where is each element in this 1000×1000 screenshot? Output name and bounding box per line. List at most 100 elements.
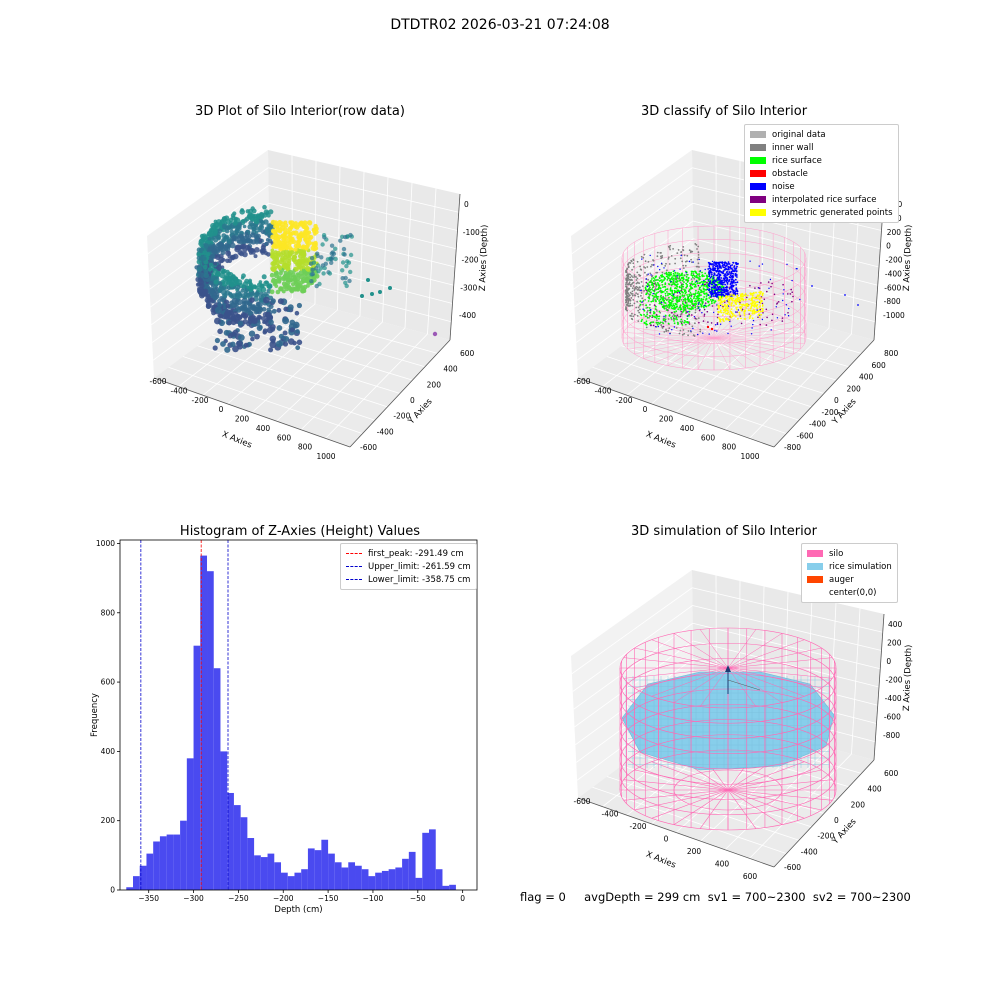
wire-line [713, 337, 761, 366]
rice-surface-point [653, 278, 656, 280]
data-point [253, 254, 258, 259]
x-tick-label: −300 [183, 894, 204, 903]
noise-point [761, 318, 764, 321]
data-point [265, 238, 270, 242]
noise-point [726, 300, 728, 302]
interpolated-point [761, 302, 764, 305]
y-tick-label: 600 [101, 678, 116, 687]
data-point [241, 273, 246, 279]
symmetric-point [738, 311, 741, 314]
data-point [272, 256, 277, 262]
data-point [266, 326, 274, 334]
histogram-bar [301, 869, 308, 890]
inner-wall-point [692, 334, 695, 336]
rice-surface-point [703, 285, 706, 287]
data-point [294, 267, 299, 272]
inner-wall-point [646, 311, 648, 314]
inner-wall-point [667, 329, 670, 332]
rice-surface-point [658, 317, 660, 320]
data-point [262, 328, 268, 334]
rice-surface-point [692, 303, 695, 305]
inner-wall-point [640, 269, 643, 271]
rice-surface-point [686, 284, 688, 286]
noise-point [709, 270, 712, 273]
interpolated-point [791, 300, 793, 303]
noise-point [717, 293, 720, 296]
rice-surface-point [649, 291, 652, 294]
interpolated-point [649, 311, 651, 314]
inner-wall-point [682, 264, 685, 267]
symmetric-point [743, 294, 746, 297]
rice-surface-point [691, 300, 694, 303]
data-point [306, 267, 311, 272]
rice-surface-point [688, 288, 691, 291]
symmetric-point [730, 316, 733, 319]
legend-line [346, 553, 362, 554]
noise-point [671, 329, 673, 331]
noise-point [782, 299, 784, 302]
noise-point [719, 323, 722, 325]
rice-surface-point [683, 294, 686, 297]
data-point [217, 302, 223, 308]
noise-point [715, 263, 718, 266]
grid-line [382, 177, 389, 323]
rice-surface-point [683, 319, 686, 322]
data-point [310, 267, 315, 272]
data-point [264, 241, 269, 247]
symmetric-point [725, 297, 727, 299]
rice-surface-point [650, 281, 653, 284]
symmetric-point [739, 299, 742, 302]
noise-point [657, 325, 659, 328]
noise-point [708, 273, 711, 276]
rice-surface-point [686, 321, 689, 324]
noise-point [730, 280, 733, 283]
rice-surface-point [670, 302, 673, 304]
symmetric-point [736, 306, 738, 309]
rice-surface-point [670, 307, 673, 309]
x-tick-label: -200 [191, 396, 208, 405]
rice-surface-point [651, 314, 654, 317]
data-point [265, 211, 270, 215]
rice-surface-point [658, 310, 661, 313]
symmetric-point [724, 310, 727, 313]
data-point [270, 265, 276, 272]
center-marker [725, 665, 731, 672]
noise-point [709, 280, 712, 282]
rice-surface-point [643, 313, 645, 316]
data-point [229, 281, 234, 287]
obstacle-point [706, 325, 710, 329]
rice-surface-point [701, 275, 704, 278]
symmetric-point [746, 305, 748, 307]
interpolated-point [676, 291, 679, 294]
data-point [302, 289, 307, 293]
noise-point [713, 279, 716, 281]
data-point [224, 309, 231, 316]
noise-point [712, 280, 715, 283]
noise-point [716, 330, 718, 332]
noise-point [707, 268, 710, 270]
noise-point [785, 304, 788, 306]
inner-wall-point [697, 254, 700, 256]
noise-point [788, 307, 790, 310]
rice-surface-point [672, 281, 675, 283]
histogram-bar [314, 850, 322, 890]
inner-wall-point [638, 282, 640, 285]
noise-point [723, 266, 726, 269]
noise-point [725, 279, 728, 282]
rice-surface-point [660, 296, 663, 299]
noise-point [657, 265, 659, 268]
data-point [229, 242, 236, 249]
wire-line [713, 326, 801, 339]
rice-surface-point [676, 290, 678, 292]
symmetric-point [748, 309, 750, 312]
inner-wall-point [695, 318, 698, 320]
data-point [214, 306, 222, 314]
inner-wall-point [649, 303, 651, 306]
data-point [304, 244, 309, 249]
data-point [232, 311, 239, 317]
wire-line [634, 337, 715, 355]
data-point [288, 232, 294, 237]
wire-line [667, 337, 715, 366]
grid-line [226, 323, 413, 381]
rice-surface-point [682, 301, 684, 303]
